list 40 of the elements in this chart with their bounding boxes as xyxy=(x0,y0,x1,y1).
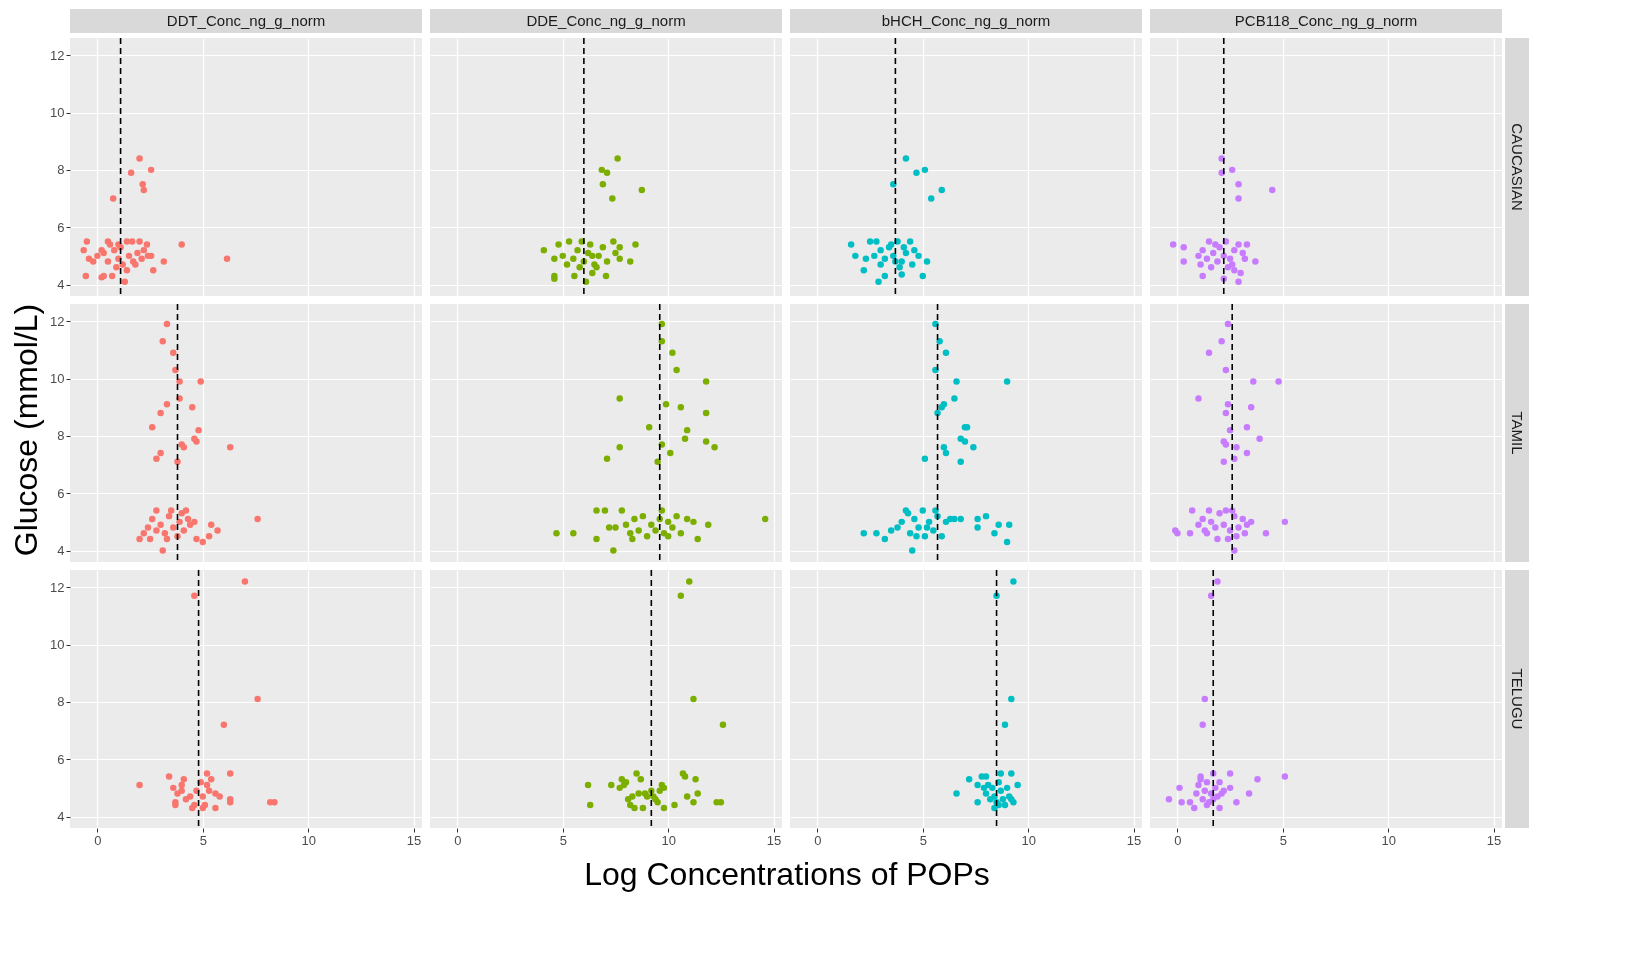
chart-title: bHCH_Conc_ng_g_norm xyxy=(881,12,1051,29)
x-tick-label: 0 xyxy=(94,832,102,848)
x-tick-label: 10 xyxy=(1381,832,1396,848)
y-tick-label: 10 xyxy=(50,637,65,653)
y-tick-label: 4 xyxy=(57,809,65,825)
y-tick-label: 8 xyxy=(57,694,65,710)
x-axis-title: Log Concentrations of POPs xyxy=(584,856,990,892)
x-tick-label: 15 xyxy=(406,832,422,848)
x-tick-label: 15 xyxy=(1486,832,1502,848)
x-tick-label: 10 xyxy=(661,832,676,848)
y-tick-label: 12 xyxy=(50,579,65,595)
x-tick-label: 15 xyxy=(766,832,782,848)
x-tick-label: 0 xyxy=(1174,832,1182,848)
y2-axis-title: TAMIL xyxy=(1509,411,1526,455)
chart-title: DDT_Conc_ng_g_norm xyxy=(166,12,326,29)
y-tick-label: 4 xyxy=(57,543,65,559)
x-tick-label: 0 xyxy=(454,832,462,848)
x-tick-label: 5 xyxy=(559,832,567,848)
y2-axis-title: CAUCASIAN xyxy=(1509,123,1526,211)
chart-title: PCB118_Conc_ng_g_norm xyxy=(1234,12,1418,29)
y-tick-label: 4 xyxy=(57,277,65,293)
y2-axis-title: TELUGU xyxy=(1509,668,1526,730)
x-tick-label: 5 xyxy=(199,832,207,848)
y-axis-title: Glucose (mmol/L) xyxy=(8,303,44,557)
x-tick-label: 0 xyxy=(814,832,822,848)
y-tick-label: 6 xyxy=(57,751,65,767)
x-tick-label: 5 xyxy=(1279,832,1287,848)
y-tick-label: 10 xyxy=(50,105,65,121)
y-tick-label: 12 xyxy=(50,47,65,63)
y-tick-label: 6 xyxy=(57,485,65,501)
x-tick-label: 10 xyxy=(1021,832,1036,848)
y-tick-label: 8 xyxy=(57,428,65,444)
x-tick-label: 5 xyxy=(919,832,927,848)
y-tick-label: 10 xyxy=(50,371,65,387)
x-tick-label: 10 xyxy=(301,832,316,848)
chart-title: DDE_Conc_ng_g_norm xyxy=(526,12,686,29)
y-tick-label: 8 xyxy=(57,162,65,178)
y-tick-label: 6 xyxy=(57,219,65,235)
y-tick-label: 12 xyxy=(50,313,65,329)
x-tick-label: 15 xyxy=(1126,832,1142,848)
